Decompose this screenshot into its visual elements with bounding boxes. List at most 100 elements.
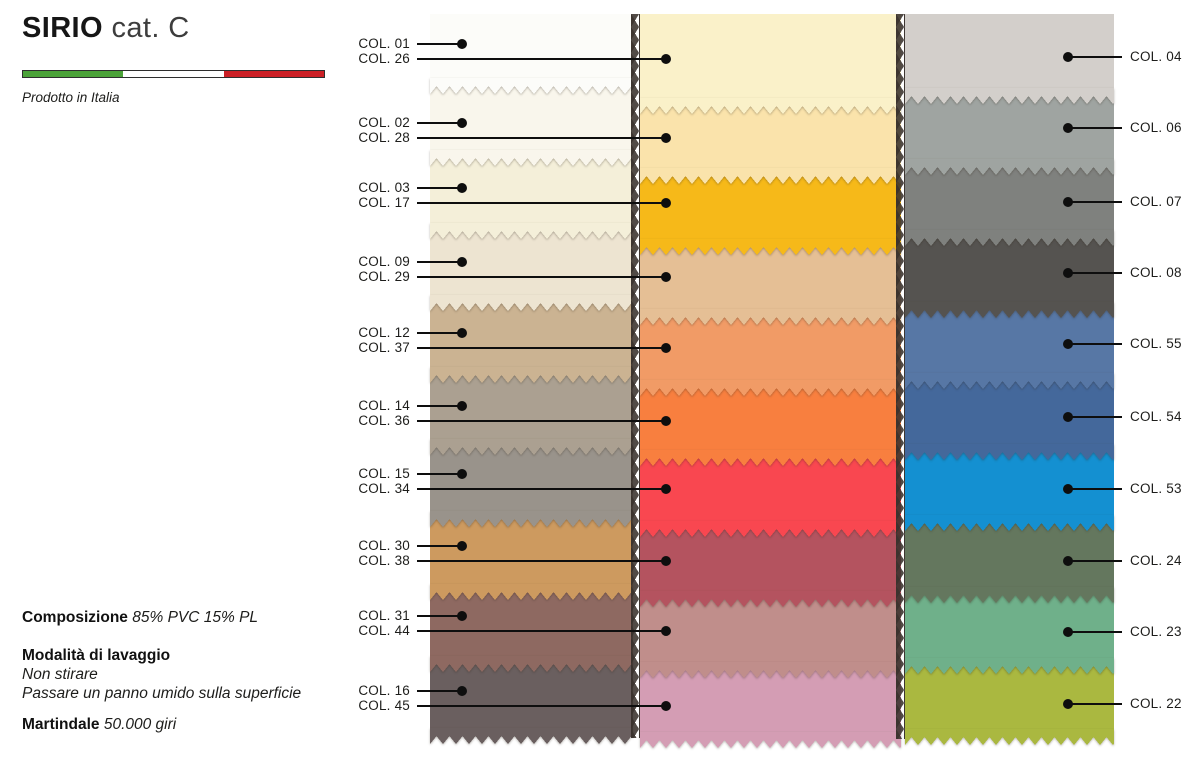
swatch-strip-middle [640,14,901,740]
swatch-code-label: COL. 45 [358,698,410,713]
callout-line [417,58,666,60]
swatch-code-label: COL. 53 [1130,481,1182,496]
callout-row-right-6: COL. 54 [0,409,1191,424]
callout-dot [661,198,671,208]
callout-line [417,347,666,349]
callout-row-left-1: COL. 01 COL. 26 [0,36,1191,66]
callout-line [417,420,666,422]
swatch-col-12 [430,302,633,376]
swatch-code-label: COL. 22 [1130,696,1182,711]
swatch-col-01 [430,14,633,87]
swatch-col-24 [905,523,1114,595]
callout-line [1068,488,1122,490]
swatch-col-29 [640,246,901,318]
martindale-value: 50.000 giri [103,716,177,733]
swatch-code-label: COL. 55 [1130,336,1182,351]
page-title: SIRIO cat. C [22,12,190,44]
swatch-col-15 [430,447,633,520]
swatch-col-17 [640,176,901,247]
composition-line: Composizione 85% PVC 15% PL [22,608,301,627]
callout-dot [457,611,467,621]
swatch-col-28 [640,105,901,177]
swatch-code-label: COL. 54 [1130,409,1182,424]
swatch-code-label: COL. 23 [1130,624,1182,639]
callout-line [1068,272,1122,274]
swatch-code-label: COL. 17 [358,195,410,210]
callout-line [1068,416,1122,418]
callout-dot [457,541,467,551]
swatch-code-label: COL. 02 [358,115,410,130]
swatch-code-label: COL. 07 [1130,194,1182,209]
callout-row-right-8: COL. 24 [0,553,1191,568]
swatch-col-06 [905,95,1114,168]
swatch-code-label: COL. 38 [358,553,410,568]
callout-line [1068,201,1122,203]
swatch-code-label: COL. 34 [358,481,410,496]
callout-dot [457,328,467,338]
callout-dot [457,118,467,128]
swatch-code-label: COL. 04 [1130,49,1182,64]
callout-line [1068,343,1122,345]
composition-label: Composizione [22,609,128,626]
callout-line [417,261,460,263]
composition-value: 85% PVC 15% PL [132,609,259,626]
martindale-line: Martindale 50.000 giri [22,715,301,734]
callout-line [417,202,666,204]
washing-label-text: Modalità di lavaggio [22,647,171,664]
callout-dot [661,54,671,64]
callout-dot [661,701,671,711]
callout-line [1068,56,1122,58]
callout-line [1068,127,1122,129]
header: SIRIO cat. C [22,12,190,44]
swatch-col-09 [430,230,633,303]
callout-line [1068,631,1122,633]
callout-row-left-8: COL. 30 COL. 38 [0,538,1191,568]
swatch-col-44 [640,599,901,670]
callout-line [417,488,666,490]
swatch-col-55 [905,309,1114,381]
callout-line [417,332,460,334]
washing-instruction-2-text: Passare un panno umido sulla superficie [22,685,302,702]
callout-row-right-10: COL. 22 [0,696,1191,711]
swatch-code-label: COL. 44 [358,623,410,638]
swatch-col-23 [905,594,1114,666]
swatch-code-label: COL. 24 [1130,553,1182,568]
swatch-col-37 [640,317,901,388]
swatch-strip-left [430,14,633,737]
swatch-col-34 [640,458,901,529]
callout-line [417,560,666,562]
pinked-seam-right [896,14,905,739]
callout-row-right-9: COL. 23 [0,624,1191,639]
washing-instruction-1-text: Non stirare [22,666,98,683]
flag-green-segment [23,71,124,77]
swatch-col-45 [640,669,901,740]
callout-line [417,405,460,407]
swatch-strip-right [905,14,1114,738]
product-name: SIRIO [22,12,103,44]
callout-dot [661,626,671,636]
callout-row-left-7: COL. 15 COL. 34 [0,466,1191,496]
swatch-code-label: COL. 26 [358,51,410,66]
swatch-col-16 [430,663,633,737]
swatch-col-26 [640,14,901,106]
callout-row-left-6: COL. 14 COL. 36 [0,398,1191,428]
swatch-col-08 [905,238,1114,310]
callout-line [417,137,666,139]
swatch-code-label: COL. 12 [358,325,410,340]
swatch-col-38 [640,528,901,600]
swatch-col-36 [640,387,901,459]
callout-row-right-5: COL. 55 [0,336,1191,351]
washing-instruction-2: Passare un panno umido sulla superficie [22,684,301,703]
swatch-col-31 [430,591,633,664]
callout-dot [457,183,467,193]
italy-flag [22,70,325,78]
callout-line [417,690,460,692]
callout-dot [457,39,467,49]
callout-line [1068,703,1122,705]
callout-row-right-1: COL. 04 [0,49,1191,64]
swatch-code-label: COL. 08 [1130,265,1182,280]
callout-line [417,473,460,475]
callout-line [417,615,460,617]
callout-dot [661,133,671,143]
flag-white-segment [123,71,224,77]
